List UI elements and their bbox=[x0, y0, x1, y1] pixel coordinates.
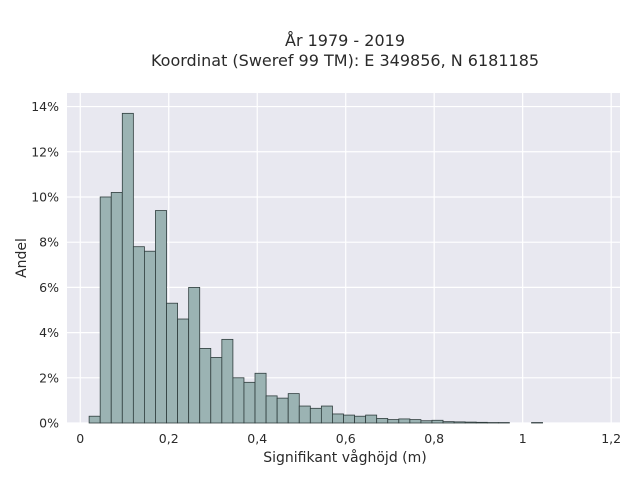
x-tick-label: 0,4 bbox=[247, 431, 267, 446]
y-tick-label: 6% bbox=[39, 280, 59, 295]
histogram-bar bbox=[144, 250, 156, 424]
y-tick-label: 4% bbox=[39, 325, 59, 340]
y-tick-labels: 0% 2% 4% 6% 8% 10% 12% 14% bbox=[31, 99, 59, 430]
histogram-bar bbox=[155, 210, 167, 424]
histogram-bar bbox=[232, 377, 245, 424]
x-tick-labels: 0 0,2 0,4 0,6 0,8 1 1,2 bbox=[76, 431, 621, 446]
x-tick-label: 0,8 bbox=[424, 431, 444, 446]
histogram-bar bbox=[276, 397, 289, 424]
histogram-bar bbox=[243, 381, 256, 424]
histogram-bar bbox=[420, 420, 433, 424]
x-tick-label: 0,2 bbox=[159, 431, 179, 446]
histogram-bars bbox=[88, 112, 543, 424]
y-tick-label: 14% bbox=[31, 99, 59, 114]
histogram-bar bbox=[199, 348, 212, 424]
histogram-bar bbox=[188, 286, 201, 424]
y-tick-label: 10% bbox=[31, 189, 59, 204]
histogram-bar bbox=[376, 418, 389, 424]
x-tick-label: 0,6 bbox=[336, 431, 356, 446]
histogram-bar bbox=[210, 357, 223, 424]
y-tick-label: 0% bbox=[39, 416, 59, 431]
histogram-bar bbox=[166, 302, 178, 424]
histogram-bar bbox=[453, 421, 466, 424]
histogram-bar bbox=[88, 415, 101, 424]
histogram-bar bbox=[409, 419, 422, 424]
histogram-bar bbox=[354, 415, 367, 424]
histogram-bar bbox=[132, 246, 145, 424]
histogram-bar bbox=[442, 421, 455, 424]
histogram-bar bbox=[265, 395, 278, 424]
histogram-bar bbox=[99, 196, 112, 424]
y-tick-label: 2% bbox=[39, 370, 59, 385]
y-axis-label: Andel bbox=[14, 238, 30, 278]
histogram-bar bbox=[398, 418, 411, 424]
x-tick-label: 1 bbox=[519, 431, 527, 446]
y-tick-label: 12% bbox=[31, 144, 59, 159]
histogram-bar bbox=[387, 419, 400, 424]
chart-title: År 1979 - 2019 bbox=[285, 31, 405, 50]
chart-subtitle: Koordinat (Sweref 99 TM): E 349856, N 61… bbox=[151, 51, 539, 70]
histogram-bar bbox=[343, 414, 355, 424]
histogram-bar bbox=[110, 192, 123, 424]
histogram-bar bbox=[309, 407, 322, 424]
histogram-bar bbox=[254, 372, 267, 424]
y-tick-label: 8% bbox=[39, 235, 59, 250]
histogram-bar bbox=[287, 393, 300, 424]
histogram-bar bbox=[464, 421, 477, 424]
x-tick-label: 0 bbox=[76, 431, 84, 446]
histogram-bar bbox=[121, 112, 134, 424]
histogram-bar bbox=[177, 318, 190, 424]
x-tick-label: 1,2 bbox=[601, 431, 621, 446]
x-axis-label: Signifikant våghöjd (m) bbox=[263, 449, 426, 466]
histogram-bar bbox=[475, 421, 488, 424]
histogram-bar bbox=[365, 414, 378, 424]
histogram-bar bbox=[320, 405, 333, 424]
histogram-bar bbox=[298, 405, 311, 424]
histogram-bar bbox=[332, 413, 344, 424]
histogram-bar bbox=[431, 419, 444, 424]
x-gridlines bbox=[79, 93, 612, 423]
histogram-bar bbox=[221, 338, 234, 424]
